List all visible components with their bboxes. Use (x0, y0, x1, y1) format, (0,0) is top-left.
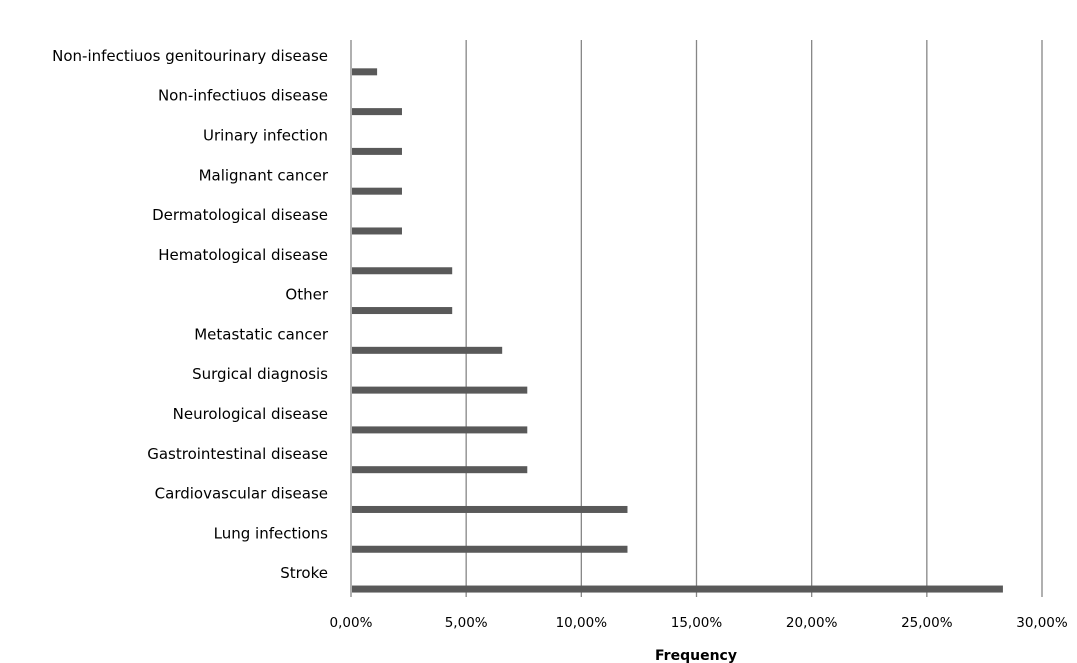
category-label: Non-infectiuos genitourinary disease (52, 47, 328, 65)
bar (352, 545, 628, 553)
category-label: Stroke (280, 564, 328, 582)
gridlines (465, 40, 1043, 597)
bar (352, 307, 453, 315)
category-label: Gastrointestinal disease (147, 445, 328, 463)
category-label: Non-infectiuos disease (158, 87, 328, 105)
category-labels: Non-infectiuos genitourinary disease Non-… (52, 47, 329, 582)
category-label: Malignant cancer (199, 166, 329, 184)
bar (352, 227, 402, 235)
x-tick-label: 15,00% (671, 615, 723, 631)
category-label: Urinary infection (203, 126, 328, 144)
category-label: Surgical diagnosis (192, 365, 328, 383)
bar (352, 267, 453, 275)
x-tick-label: 20,00% (786, 615, 838, 631)
category-label: Metastatic cancer (194, 325, 329, 343)
bar (352, 147, 402, 155)
x-tick-label: 5,00% (445, 615, 488, 631)
category-label: Dermatological disease (152, 206, 328, 224)
bar (352, 187, 402, 195)
category-label: Other (285, 286, 328, 304)
x-tick-label: 0,00% (330, 615, 373, 631)
bar (352, 386, 528, 394)
category-label: Neurological disease (173, 405, 328, 423)
bar (352, 426, 528, 434)
category-label: Lung infections (214, 524, 329, 542)
x-tick-label: 10,00% (556, 615, 608, 631)
bar (352, 466, 528, 474)
category-label: Cardiovascular disease (155, 485, 328, 503)
bar (352, 68, 378, 76)
x-tick-label: 25,00% (901, 615, 953, 631)
bar (352, 108, 402, 116)
bar (352, 505, 628, 513)
bars (352, 68, 1003, 593)
bar (352, 346, 503, 354)
bar (352, 585, 1003, 593)
x-tick-label: 30,00% (1016, 615, 1068, 631)
x-axis-title: Frequency (655, 648, 737, 663)
x-tick-labels: 0,00% 5,00% 10,00% 15,00% 20,00% 25,00% 30,00% (330, 615, 1068, 631)
category-label: Hematological disease (158, 246, 328, 264)
